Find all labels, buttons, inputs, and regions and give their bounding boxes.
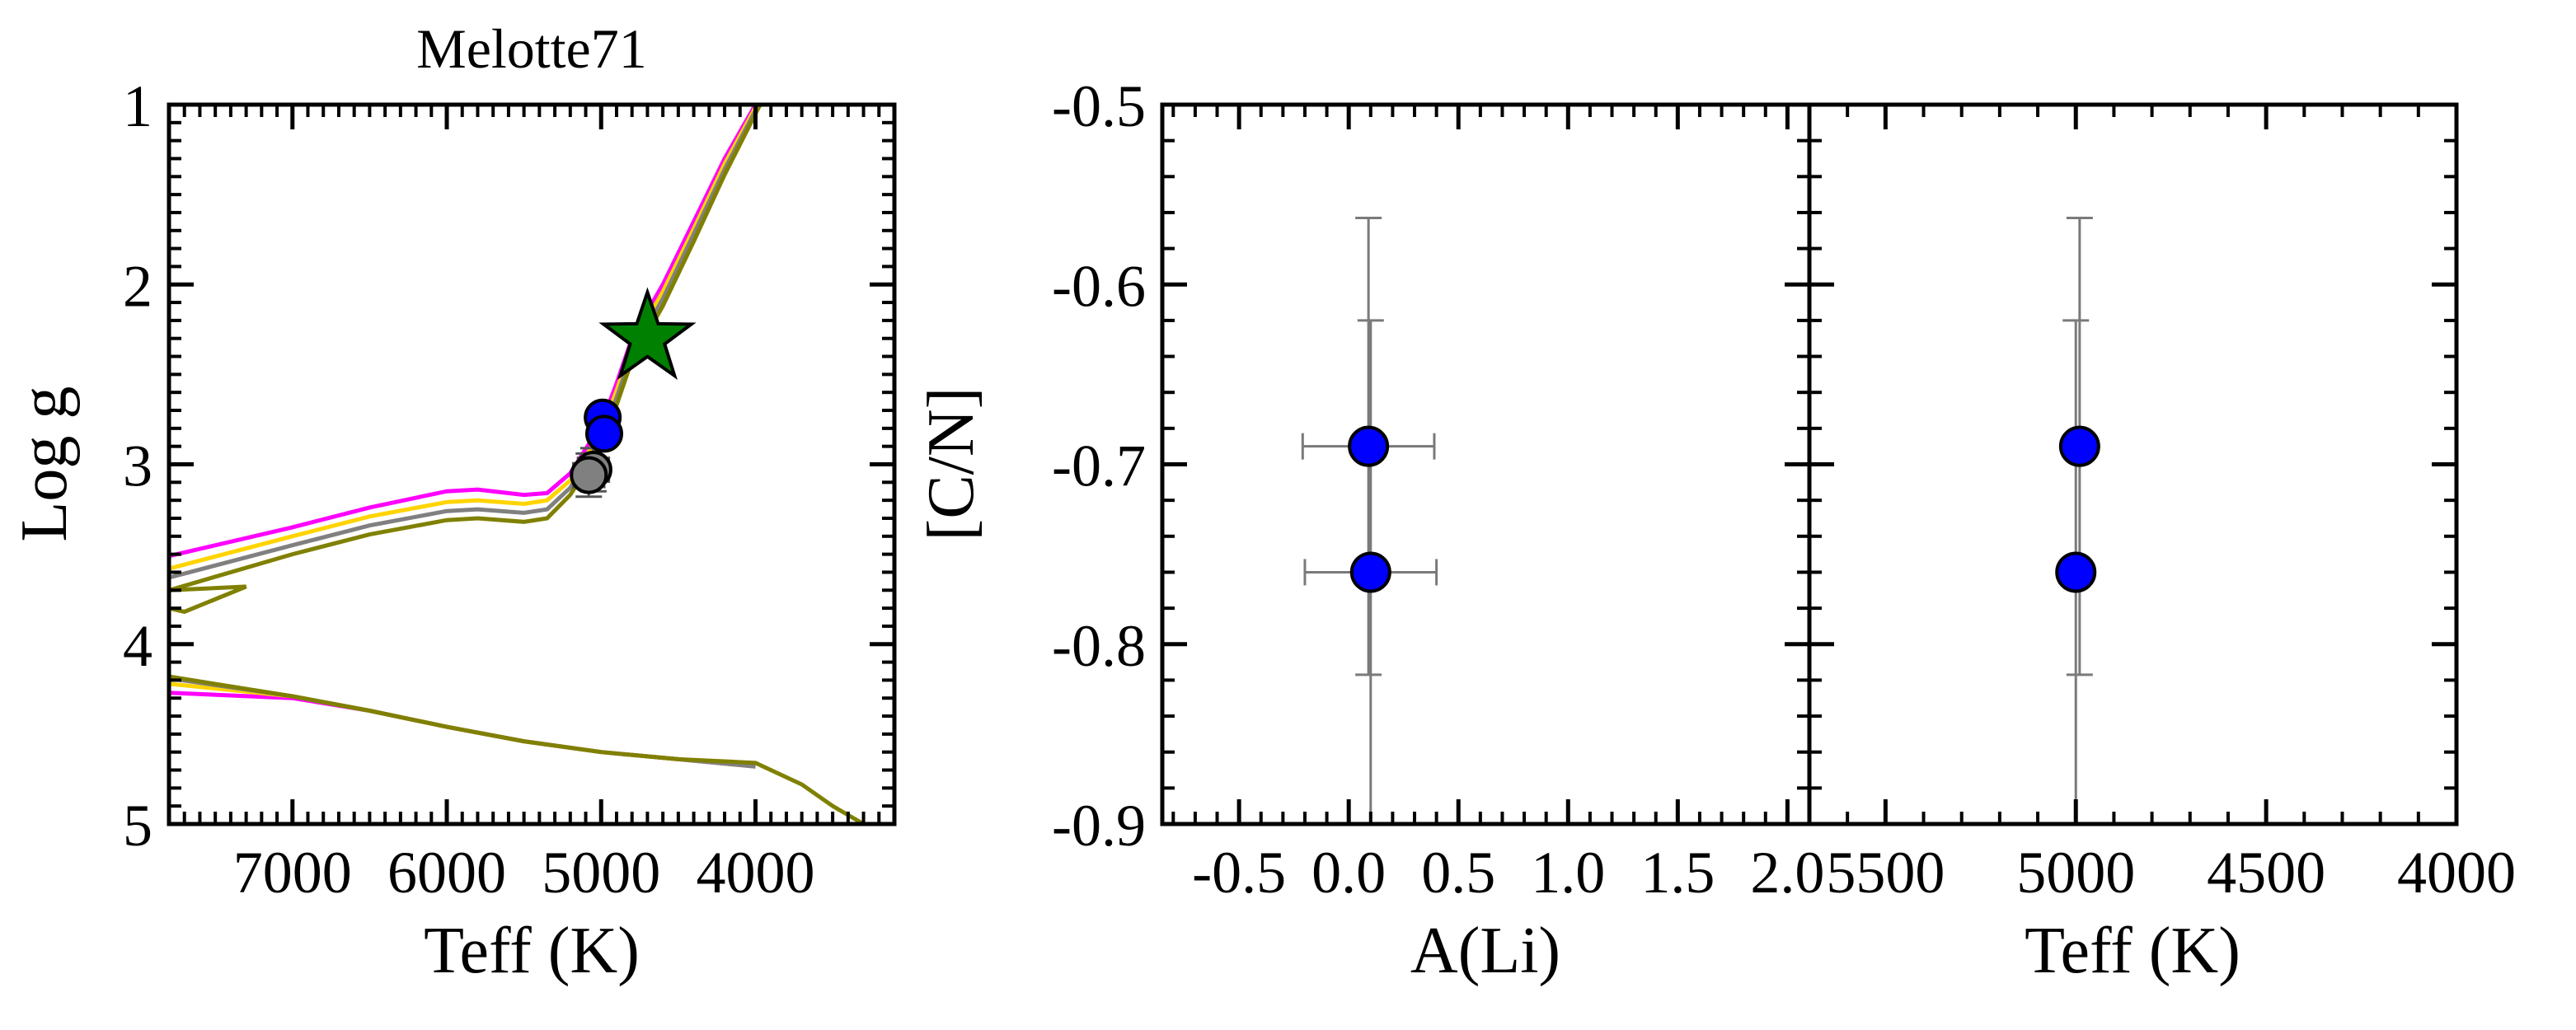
x-tick-label: 7000: [233, 840, 352, 906]
x-tick-label: 6000: [387, 840, 506, 906]
hr-y-axis-label: Log g: [8, 386, 81, 542]
isochrone-giant-branch-3: [169, 105, 762, 592]
cn-vs-teff-panel: 5500 5000 4500 4000 Teff (K): [1807, 102, 2516, 987]
isochrone-lines: [169, 105, 865, 824]
cn-teff-x-axis-label: Teff (K): [2025, 915, 2241, 987]
cn-li-data-point: [1348, 425, 1390, 467]
hr-data-point: [570, 456, 608, 494]
y-tick-label: 3: [123, 433, 152, 499]
x-tick-label: 4000: [2397, 840, 2516, 906]
x-tick-label: 2.0: [1750, 840, 1824, 906]
isochrone-main-sequence-3: [169, 674, 865, 824]
cn-li-data-point: [1349, 551, 1391, 593]
isochrone-giant-branch-2: [169, 105, 761, 580]
isochrone-giant-branch-1: [169, 105, 759, 571]
cn-teff-plot-frame: [1807, 102, 2459, 826]
cn-li-axis-ticks: -0.5 0.0 0.5 1.0 1.5 2.0 -0.5 -0.6 -0.7 -0.8 -0.9: [1052, 73, 1824, 906]
y-tick-label: 4: [123, 613, 152, 679]
x-tick-label: 0.0: [1311, 840, 1386, 906]
cn-teff-data-point: [2055, 551, 2097, 593]
cn-li-plot-frame: [1160, 102, 1812, 826]
hr-title: Melotte71: [416, 17, 647, 80]
hr-axis-ticks: 7000 6000 5000 4000 1 2 3 4 5: [123, 73, 894, 906]
cn-li-x-axis-label: A(Li): [1410, 915, 1560, 987]
x-tick-label: 1.0: [1531, 840, 1605, 906]
cn-teff-markers: [2055, 216, 2100, 824]
isochrone-hook-3: [169, 584, 247, 615]
y-tick-label: -0.8: [1052, 613, 1146, 679]
hr-plot-frame: [167, 102, 897, 826]
x-tick-label: -0.5: [1192, 840, 1286, 906]
y-tick-label: -0.9: [1052, 793, 1146, 859]
cn-vs-li-panel: -0.5 0.0 0.5 1.0 1.5 2.0-0.5-0.6-0.7-0.8-0.9 …: [915, 73, 1824, 987]
x-tick-label: 0.5: [1421, 840, 1495, 906]
x-tick-label: 4000: [696, 840, 814, 906]
x-tick-label: 5500: [1826, 840, 1945, 906]
hr-diagram-panel: 7000 6000 5000 4000 1 2 3 4 5 Melotte71 Teff (K)…: [8, 17, 897, 987]
cn-y-axis-label: [C/N]: [915, 387, 988, 541]
cn-teff-axis-ticks: 5500 5000 4500 4000: [1809, 102, 2516, 906]
y-tick-label: 5: [123, 793, 152, 859]
hr-x-axis-label: Teff (K): [424, 915, 640, 987]
x-tick-label: 5000: [542, 840, 660, 906]
x-tick-label: 4500: [2207, 840, 2325, 906]
hr-data-point: [585, 414, 623, 453]
y-tick-label: 1: [123, 73, 152, 139]
y-tick-label: -0.7: [1052, 433, 1146, 499]
cn-li-markers: [1301, 216, 1438, 824]
y-tick-label: -0.5: [1052, 73, 1146, 139]
cn-teff-data-point: [2058, 425, 2100, 467]
x-tick-label: 5000: [2016, 840, 2135, 906]
star-marker: [598, 287, 697, 381]
hr-markers: [570, 287, 697, 499]
x-tick-label: 1.5: [1640, 840, 1715, 906]
y-tick-label: -0.6: [1052, 253, 1146, 319]
y-tick-label: 2: [123, 253, 152, 319]
